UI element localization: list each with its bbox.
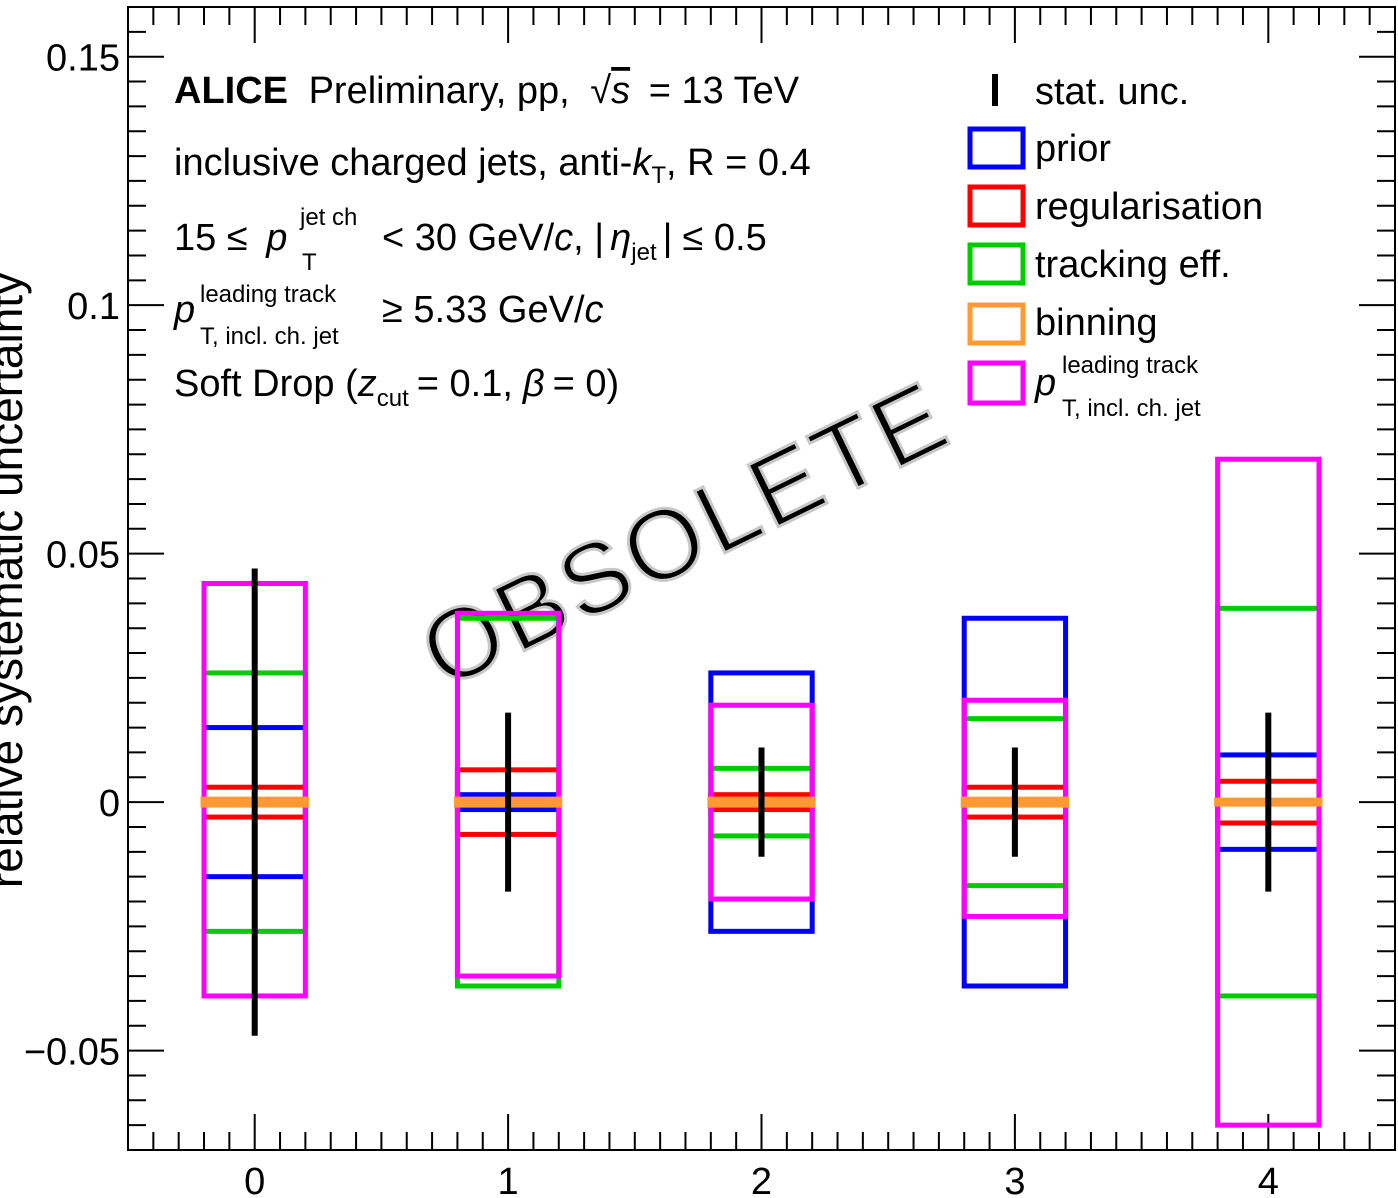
y-tick-labels: −0.05 0 0.05 0.1 0.15 — [24, 38, 120, 1074]
legend-binning-marker — [967, 302, 1026, 346]
leading-track-box — [454, 610, 562, 979]
x-tick-label: 2 — [751, 1161, 772, 1198]
legend-reg-marker — [967, 184, 1026, 228]
annotation-line3: 15 ≤ p — [174, 217, 287, 259]
annotation-line3-rest: < 30 GeV/c, | ηjet | ≤ 0.5 — [382, 217, 767, 266]
legend: stat. unc. prior regularisation tracking… — [967, 71, 1263, 422]
legend-track-marker — [967, 242, 1026, 286]
legend-stat-marker — [992, 74, 998, 106]
legend-stat-label: stat. unc. — [1035, 71, 1189, 113]
y-tick-label: 0.1 — [67, 286, 120, 328]
x-tick-label: 4 — [1258, 1161, 1279, 1198]
annotation-line3-pt-sup: jet ch — [299, 204, 357, 231]
leading-track-box — [1215, 456, 1322, 1128]
y-tick-label: 0.05 — [46, 535, 120, 577]
legend-lead-sup: leading track — [1062, 352, 1199, 379]
leading-track-box — [961, 697, 1069, 919]
obsolete-watermark: OBSOLETE — [404, 359, 966, 710]
y-tick-label: −0.05 — [24, 1032, 120, 1074]
annotation-block: ALICE Preliminary, pp, √s = 13 TeV inclu… — [173, 70, 811, 412]
x-tick-label: 1 — [498, 1161, 519, 1198]
annotation-line4-sup: leading track — [200, 281, 337, 308]
legend-reg-label: regularisation — [1035, 186, 1263, 228]
legend-prior-marker — [967, 126, 1026, 170]
legend-lead-marker — [967, 360, 1026, 406]
data-marks — [200, 456, 1323, 1128]
x-tick-label: 0 — [244, 1161, 265, 1198]
axis-ticks — [127, 6, 1396, 1151]
legend-lead-p: p — [1034, 362, 1056, 404]
annotation-line3-pt-sub: T — [302, 249, 317, 276]
annotation-line1: ALICE Preliminary, pp, √s = 13 TeV — [174, 70, 800, 112]
y-tick-label: 0 — [99, 783, 120, 825]
annotation-line4-p: p — [173, 289, 195, 331]
x-tick-labels: 0 1 2 3 4 — [244, 1161, 1279, 1198]
legend-prior-label: prior — [1035, 128, 1111, 170]
annotation-line2: inclusive charged jets, anti-kT, R = 0.4 — [174, 142, 811, 189]
annotation-line5: Soft Drop (zcut = 0.1, β = 0) — [174, 363, 619, 412]
legend-binning-label: binning — [1035, 302, 1158, 344]
legend-track-label: tracking eff. — [1035, 244, 1231, 286]
annotation-line4-rest: ≥ 5.33 GeV/c — [382, 289, 604, 331]
y-tick-label: 0.15 — [46, 38, 120, 80]
x-tick-label: 3 — [1004, 1161, 1025, 1198]
annotation-line4-sub: T, incl. ch. jet — [200, 323, 339, 350]
legend-lead-sub: T, incl. ch. jet — [1062, 395, 1201, 422]
y-axis-title: relative systematic uncertainty — [0, 272, 32, 888]
